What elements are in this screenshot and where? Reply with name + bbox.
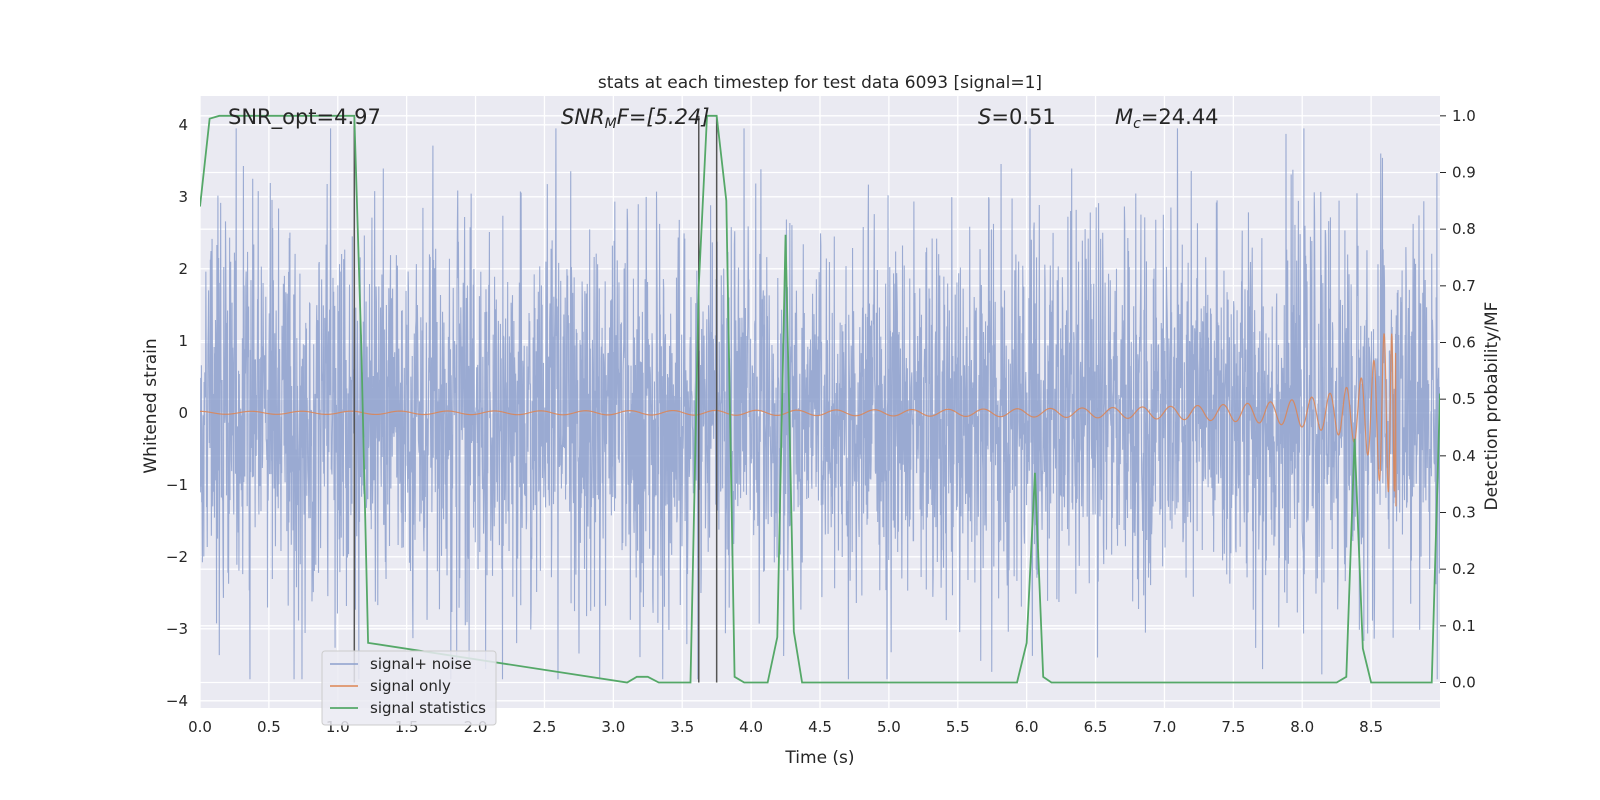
left-y-tick-label: 3 [178,188,188,206]
series-signal-only [200,333,1397,507]
annotation-s: S=0.51 [978,105,1056,129]
x-tick-label: 8.5 [1359,718,1383,736]
series-signal-statistics [200,114,1440,684]
annotation-snr-mf-main: SNR [561,105,605,129]
x-tick-label: 7.5 [1221,718,1245,736]
annotation-snr-mf-sub: M [605,116,617,132]
annotation-mc-rest: =24.44 [1141,105,1219,129]
x-tick-label: 8.0 [1290,718,1314,736]
series-signal-plus-noise [200,128,1440,680]
left-y-tick-label: −3 [166,620,188,638]
annotation-s-italic: S [978,105,991,129]
annotation-snr-mf: SNRMF=[5.24] [561,105,710,132]
detection-vertical-lines [353,115,718,683]
x-tick-label: 7.0 [1153,718,1177,736]
left-y-tick-label: −1 [166,476,188,494]
x-tick-label: 4.5 [808,718,832,736]
x-tick-label: 6.0 [1015,718,1039,736]
x-tick-label: 6.5 [1084,718,1108,736]
annotation-mc: Mc=24.44 [1115,105,1219,132]
legend-label-signal-statistics: signal statistics [370,699,486,717]
x-tick-label: 3.5 [670,718,694,736]
right-y-tick-label: 1.0 [1452,107,1476,125]
right-y-tick-label: 0.0 [1452,674,1476,692]
annotation-snr-mf-rest: F=[5.24] [617,105,710,129]
legend-label-signal-plus-noise: signal+ noise [370,655,472,673]
x-tick-label: 4.0 [739,718,763,736]
right-y-axis-label: Detection probability/MF [1482,302,1502,511]
right-y-tick-label: 0.2 [1452,560,1476,578]
x-tick-label: 5.0 [877,718,901,736]
right-y-tick-label: 0.5 [1452,390,1476,408]
x-axis-label: Time (s) [784,748,854,768]
right-y-tick-label: 0.6 [1452,334,1476,352]
annotation-s-rest: =0.51 [991,105,1055,129]
left-y-tick-label: −4 [166,692,188,710]
legend: signal+ noise signal only signal statist… [321,650,497,726]
right-y-tick-labels: 1.0 0.9 0.8 0.7 0.6 0.5 0.4 0.3 0.2 0.1 0.0 [1440,107,1476,692]
x-tick-label: 0.5 [257,718,281,736]
annotation-mc-sub: c [1133,116,1141,132]
annotation-mc-main: M [1115,105,1133,129]
legend-box [321,650,497,726]
left-y-tick-label: −2 [166,548,188,566]
left-y-tick-label: 4 [178,116,188,134]
annotation-snr-opt: SNR_opt=4.97 [228,105,381,130]
x-tick-labels: 0.0 0.5 1.0 1.5 2.0 2.5 3.0 3.5 4.0 4.5 5.0 5.5 6.0 6… [188,718,1383,736]
left-y-tick-labels: 4 3 2 1 0 −1 −2 −3 −4 [166,116,188,710]
x-tick-label: 5.5 [946,718,970,736]
left-y-tick-label: 0 [178,404,188,422]
right-y-tick-label: 0.8 [1452,220,1476,238]
right-y-tick-label: 0.4 [1452,447,1476,465]
right-y-tick-label: 0.9 [1452,164,1476,182]
x-tick-label: 0.0 [188,718,212,736]
left-y-tick-label: 1 [178,332,188,350]
x-tick-label: 2.5 [533,718,557,736]
chart-title: stats at each timestep for test data 609… [598,73,1042,93]
right-y-tick-label: 0.7 [1452,277,1476,295]
left-y-axis-label: Whitened strain [141,338,161,473]
legend-label-signal-only: signal only [370,677,451,695]
right-y-tick-label: 0.3 [1452,504,1476,522]
right-y-tick-label: 0.1 [1452,617,1476,635]
left-y-tick-label: 2 [178,260,188,278]
x-tick-label: 3.0 [601,718,625,736]
